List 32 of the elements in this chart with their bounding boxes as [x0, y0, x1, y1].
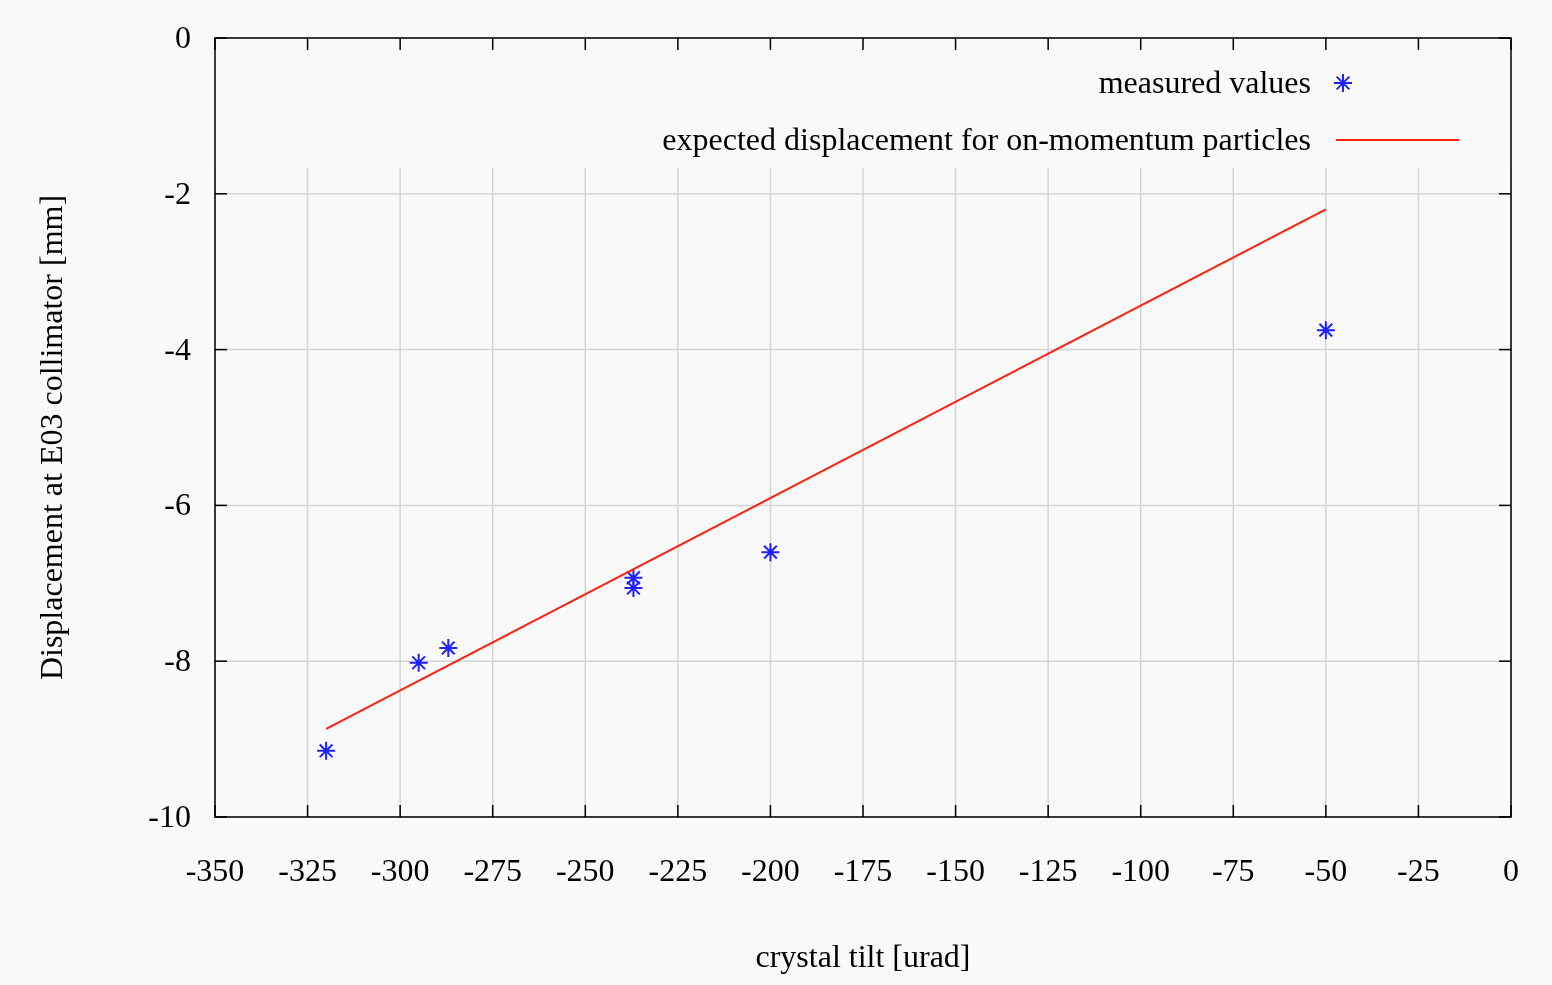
x-tick-label: -100	[1111, 852, 1171, 888]
point	[316, 740, 337, 761]
y-tick-label: -4	[164, 330, 191, 367]
point	[623, 567, 644, 588]
legend-label: expected displacement for on-momentum particles	[662, 121, 1311, 157]
x-tick-label: -275	[463, 852, 523, 888]
x-tick-label: -175	[833, 852, 893, 888]
x-tick-label: -50	[1304, 852, 1348, 888]
x-tick-label: -250	[555, 852, 615, 888]
y-tick-label: -8	[164, 642, 191, 679]
x-tick-label: -150	[926, 852, 985, 888]
y-tick-label: 0	[175, 19, 191, 55]
point	[623, 577, 644, 598]
x-tick-label: -325	[278, 852, 337, 888]
y-axis-title: Displacement at E03 collimator [mm]	[33, 194, 69, 681]
point	[408, 652, 429, 673]
x-tick-label: -125	[1018, 852, 1078, 888]
point	[1315, 320, 1336, 341]
x-axis-title: crystal tilt [urad]	[755, 938, 971, 974]
y-tick-label: -10	[148, 798, 191, 834]
x-tick-label: -75	[1211, 852, 1255, 888]
x-tick-label: -300	[370, 852, 430, 888]
y-tick-label: -6	[164, 486, 191, 523]
y-tick-label: -2	[164, 174, 191, 211]
x-tick-label: -25	[1397, 852, 1440, 888]
point	[438, 637, 459, 658]
x-tick-label: -350	[185, 852, 245, 888]
legend-label: measured values	[1098, 64, 1311, 100]
x-tick-label: 0	[1503, 852, 1519, 888]
x-tick-label: -200	[741, 852, 800, 888]
x-tick-label: -225	[648, 852, 708, 888]
point	[760, 542, 781, 563]
